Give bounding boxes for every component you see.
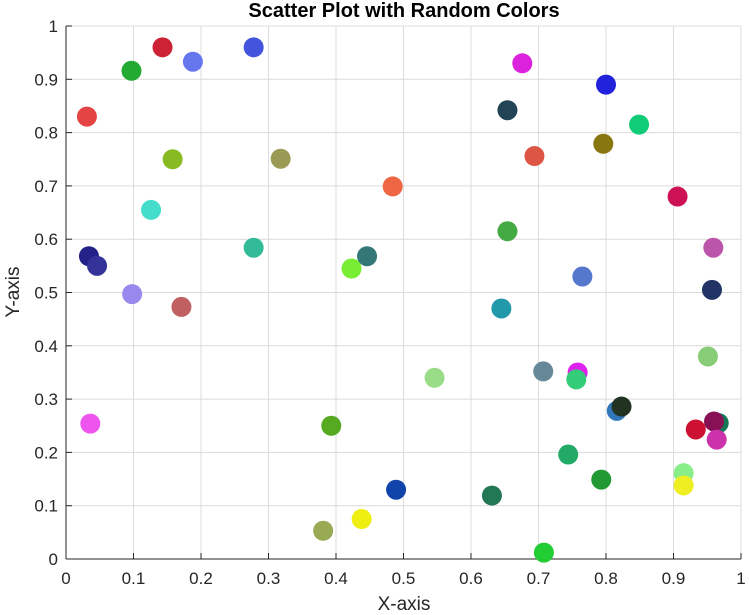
scatter-point xyxy=(673,475,694,496)
tick-labels: 0 0.1 0.2 0.3 0.4 0.5 0.6 0.7 0.8 0.9 1 0 0.1 0.2 0.3 0… xyxy=(34,17,745,588)
scatter-point xyxy=(152,37,173,58)
scatter-point xyxy=(341,258,362,279)
scatter-point xyxy=(524,146,545,167)
scatter-point xyxy=(572,266,593,287)
scatter-point xyxy=(76,106,97,127)
scatter-point xyxy=(141,199,162,220)
x-tick-label: 0.7 xyxy=(527,569,551,588)
grid xyxy=(65,25,742,560)
scatter-point xyxy=(481,485,502,506)
scatter-point xyxy=(321,415,342,436)
scatter-point xyxy=(591,469,612,490)
x-tick-label: 0.9 xyxy=(662,569,686,588)
x-axis-label: X-axis xyxy=(378,594,431,615)
scatter-point xyxy=(87,255,108,276)
scatter-point xyxy=(704,411,724,432)
scatter-point xyxy=(667,186,688,207)
y-tick-label: 0.9 xyxy=(34,70,58,89)
x-tick-label: 0.2 xyxy=(189,569,213,588)
y-tick-label: 0 xyxy=(49,550,58,569)
scatter-point xyxy=(497,100,518,121)
x-tick-label: 0.5 xyxy=(392,569,416,588)
scatter-point xyxy=(351,509,372,530)
x-tick-label: 0 xyxy=(61,569,70,588)
y-tick-label: 0.2 xyxy=(34,443,58,462)
y-tick-label: 0.5 xyxy=(34,284,58,303)
scatter-point xyxy=(706,429,727,450)
scatter-point xyxy=(685,419,706,440)
scatter-point xyxy=(566,369,587,390)
scatter-point xyxy=(122,284,143,305)
scatter-point xyxy=(701,279,722,300)
y-axis-label: Y-axis xyxy=(3,266,24,317)
scatter-point xyxy=(533,361,554,382)
x-tick-label: 0.8 xyxy=(594,569,618,588)
x-tick-label: 0.3 xyxy=(257,569,281,588)
x-tick-label: 0.1 xyxy=(122,569,146,588)
scatter-point xyxy=(629,114,650,135)
y-tick-label: 0.1 xyxy=(34,497,58,516)
scatter-point xyxy=(533,542,554,563)
scatter-point xyxy=(243,237,264,258)
scatter-point xyxy=(491,298,512,319)
x-tick-label: 0.4 xyxy=(324,569,348,588)
scatter-point xyxy=(703,237,724,258)
scatter-point xyxy=(512,53,533,74)
scatter-point xyxy=(386,479,407,500)
scatter-point xyxy=(80,413,101,434)
scatter-point xyxy=(162,149,183,170)
x-tick-label: 1 xyxy=(736,569,745,588)
data-points xyxy=(76,37,729,563)
x-tick-label: 0.6 xyxy=(459,569,483,588)
scatter-point xyxy=(424,367,445,388)
chart-title: Scatter Plot with Random Colors xyxy=(248,0,559,22)
scatter-point xyxy=(121,60,142,81)
scatter-point xyxy=(357,246,378,267)
y-tick-label: 1 xyxy=(49,17,58,36)
scatter-point xyxy=(313,520,334,541)
y-tick-label: 0.3 xyxy=(34,390,58,409)
scatter-point xyxy=(697,346,718,367)
y-tick-label: 0.8 xyxy=(34,124,58,143)
scatter-point xyxy=(596,74,616,95)
scatter-point xyxy=(611,396,632,417)
scatter-point xyxy=(270,148,291,169)
y-tick-label: 0.6 xyxy=(34,230,58,249)
scatter-point xyxy=(243,37,264,58)
y-tick-label: 0.4 xyxy=(34,337,58,356)
scatter-point xyxy=(558,444,579,465)
scatter-point xyxy=(382,176,403,197)
scatter-point xyxy=(497,221,518,242)
scatter-point xyxy=(171,296,192,317)
y-tick-label: 0.7 xyxy=(34,177,58,196)
axes xyxy=(65,25,742,560)
scatter-point xyxy=(182,51,203,72)
scatter-point xyxy=(593,133,614,154)
